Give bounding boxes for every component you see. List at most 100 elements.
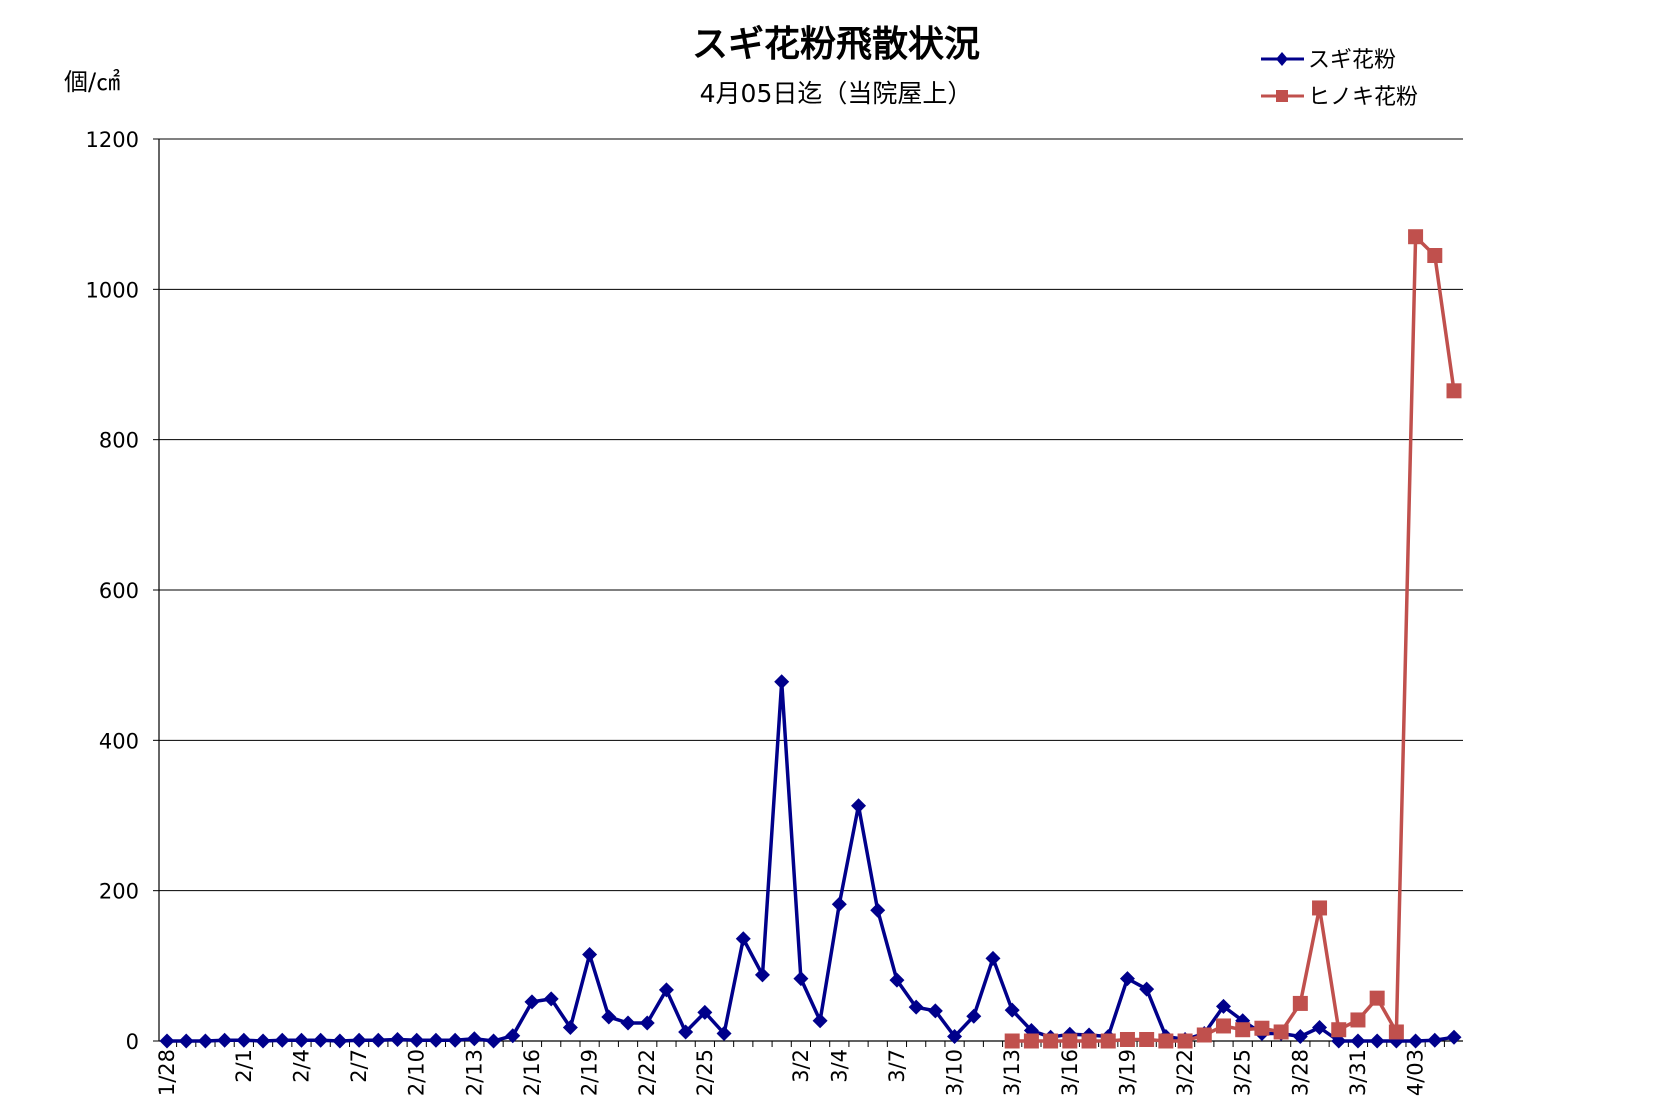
data-point — [908, 999, 924, 1015]
data-point — [985, 950, 1001, 966]
data-point — [332, 1033, 348, 1049]
data-point — [639, 1015, 655, 1031]
data-point — [1273, 1024, 1289, 1040]
data-point — [293, 1032, 309, 1048]
data-point — [1408, 229, 1424, 245]
data-point — [1119, 971, 1135, 987]
data-point — [159, 1033, 175, 1049]
data-point — [217, 1032, 233, 1048]
data-point — [1254, 1020, 1270, 1036]
data-point — [601, 1009, 617, 1025]
data-point — [1215, 998, 1231, 1014]
data-point — [851, 798, 867, 814]
y-tick-label: 1200 — [86, 128, 139, 152]
data-point — [1158, 1033, 1174, 1049]
series-sugi — [159, 674, 1462, 1049]
data-point — [370, 1032, 386, 1048]
data-point — [658, 982, 674, 998]
x-tick-label: 3/19 — [1115, 1049, 1139, 1096]
data-point — [1119, 1031, 1135, 1047]
data-point — [582, 947, 598, 963]
x-tick-label: 3/28 — [1288, 1049, 1312, 1096]
data-point — [1408, 1033, 1424, 1049]
data-point — [1177, 1033, 1193, 1049]
data-point — [236, 1032, 252, 1048]
y-tick-label: 0 — [126, 1030, 139, 1054]
legend-hinoki-marker — [1276, 90, 1288, 102]
y-axis: 0 200 400 600 800 1000 1200 — [86, 128, 160, 1054]
data-point — [1427, 248, 1443, 264]
data-point — [562, 1019, 578, 1035]
data-point — [524, 994, 540, 1010]
data-point — [812, 1013, 828, 1029]
data-point — [1312, 1019, 1328, 1035]
y-tick-label: 800 — [99, 429, 139, 453]
series-hinoki — [1004, 229, 1462, 1049]
data-point — [466, 1031, 482, 1047]
x-tick-label: 2/10 — [405, 1049, 429, 1096]
data-point — [1292, 1028, 1308, 1044]
data-point — [1292, 995, 1308, 1011]
data-point — [1369, 990, 1385, 1006]
x-tick-label: 2/13 — [462, 1049, 486, 1096]
data-point — [1100, 1033, 1116, 1049]
data-point — [831, 896, 847, 912]
data-point — [1331, 1033, 1347, 1049]
data-point — [1350, 1033, 1366, 1049]
data-point — [178, 1033, 194, 1049]
legend-sugi-marker — [1276, 52, 1288, 66]
data-point — [1081, 1033, 1097, 1049]
data-point — [351, 1032, 367, 1048]
data-point — [1312, 900, 1328, 916]
data-point — [409, 1032, 425, 1048]
data-point — [1139, 981, 1155, 997]
data-point — [486, 1033, 502, 1049]
y-tick-label: 200 — [99, 880, 139, 904]
x-tick-label: 2/16 — [520, 1049, 544, 1096]
data-point — [1139, 1031, 1155, 1047]
data-point — [1196, 1027, 1212, 1043]
data-point — [927, 1003, 943, 1019]
data-point — [716, 1025, 732, 1041]
x-tick-label: 2/25 — [693, 1049, 717, 1096]
data-point — [678, 1024, 694, 1040]
x-tick-label: 3/25 — [1231, 1049, 1255, 1096]
x-tick-label: 3/22 — [1173, 1049, 1197, 1096]
data-point — [255, 1033, 271, 1049]
data-point — [543, 991, 559, 1007]
data-point — [947, 1028, 963, 1044]
data-point — [870, 902, 886, 918]
data-point — [447, 1032, 463, 1048]
data-point — [390, 1031, 406, 1047]
x-tick-label: 3/4 — [827, 1049, 851, 1083]
data-point — [1369, 1033, 1385, 1049]
legend-sugi-label: スギ花粉 — [1308, 48, 1396, 73]
y-axis-unit-label: 個/㎠ — [64, 68, 120, 96]
data-point — [774, 674, 790, 690]
x-tick-label: 2/22 — [635, 1049, 659, 1096]
chart-title: スギ花粉飛散状況 — [692, 24, 980, 65]
data-point — [197, 1033, 213, 1049]
data-point — [1043, 1033, 1059, 1049]
legend-item-hinoki: ヒノキ花粉 — [1261, 85, 1418, 110]
x-tick-label: 3/2 — [789, 1049, 813, 1083]
data-point — [1427, 1032, 1443, 1048]
data-point — [313, 1032, 329, 1048]
legend-item-sugi: スギ花粉 — [1261, 48, 1396, 73]
x-tick-label: 3/31 — [1346, 1049, 1370, 1096]
data-point — [1004, 1033, 1020, 1049]
y-tick-label: 1000 — [86, 278, 139, 302]
data-point — [1350, 1012, 1366, 1028]
data-point — [735, 931, 751, 947]
data-point — [889, 972, 905, 988]
data-point — [1023, 1033, 1039, 1049]
data-point — [1446, 383, 1462, 399]
data-point — [505, 1028, 521, 1044]
data-point — [1062, 1033, 1078, 1049]
data-point — [620, 1015, 636, 1031]
data-point — [1004, 1002, 1020, 1018]
data-point — [1215, 1018, 1231, 1034]
series-group — [159, 229, 1462, 1049]
data-point — [428, 1032, 444, 1048]
